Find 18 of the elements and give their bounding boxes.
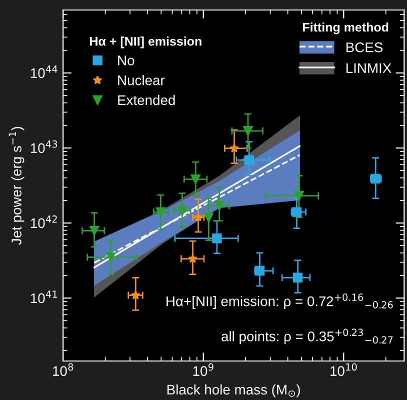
x-axis-title: Black hole mass (M$_{⊙}$) [167,384,300,398]
y-axis-title: Jet power (erg s$^{−1}$) [8,126,24,245]
y-tick-label: 10$^{43}$ [30,140,58,154]
text: Fitting method [303,22,388,34]
y-tick-label: 10$^{42}$ [30,215,57,228]
text: Hα + [NII] emission [90,36,202,48]
annotation: all points: ρ = 0.35$^{+0.23}$$_{−0.27}$ [222,328,393,344]
x-tick-label: 10$^{10}$ [330,363,357,376]
x-tick-label: 10$^{8}$ [53,363,74,376]
legend-label: BCES [346,42,383,52]
legend-label: Nuclear [118,75,165,86]
annotation: Hα+[NII] emission: ρ = 0.72$^{+0.16}$$_{−0.26}$ [166,294,393,309]
legend-label: Extended [118,94,175,106]
x-tick-label: 10$^{9}$ [193,363,214,376]
legend-label: LINMIX [346,63,392,73]
y-tick-label: 10$^{44}$ [30,65,58,78]
legend-label: No [118,56,134,66]
y-tick-label: 10$^{41}$ [30,290,57,304]
